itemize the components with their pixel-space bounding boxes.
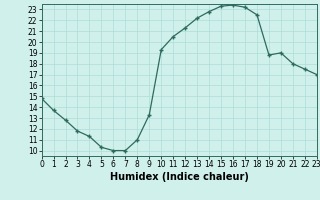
X-axis label: Humidex (Indice chaleur): Humidex (Indice chaleur) <box>110 172 249 182</box>
